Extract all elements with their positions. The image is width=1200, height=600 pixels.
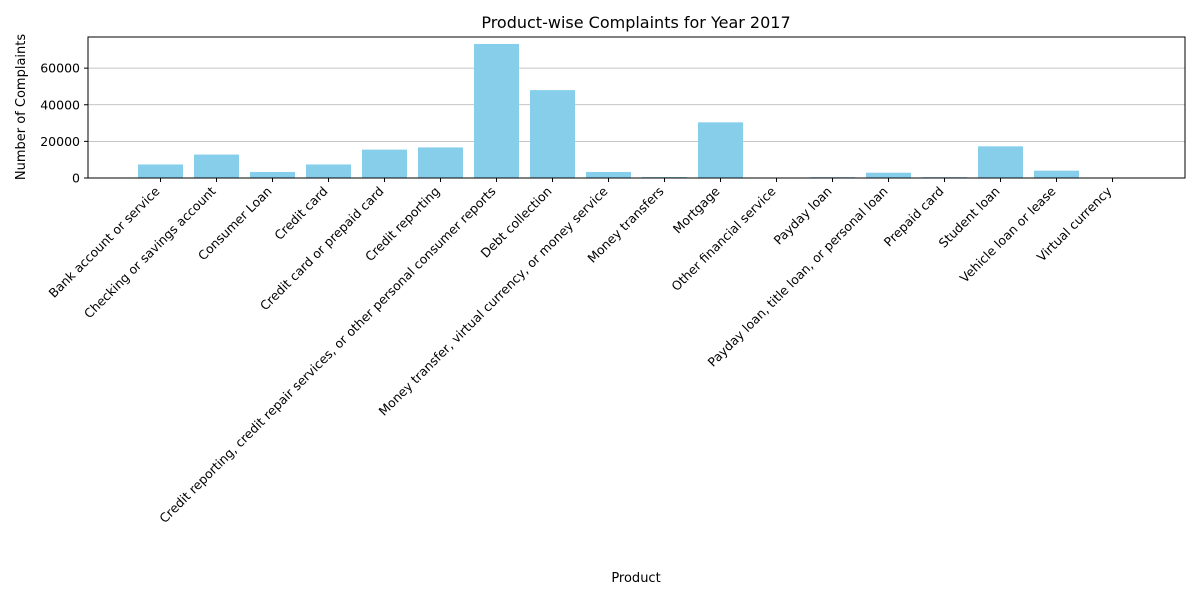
y-tick-label: 40000: [40, 97, 80, 112]
bar: [306, 164, 351, 178]
x-tick-label: Other financial service: [668, 183, 779, 294]
y-axis: 0 20000 40000 60000: [40, 61, 88, 186]
chart-title: Product-wise Complaints for Year 2017: [481, 13, 790, 32]
bar: [866, 172, 911, 178]
y-tick-label: 60000: [40, 61, 80, 76]
bar: [250, 171, 295, 178]
bar: [586, 171, 631, 178]
x-tick-label: Vehicle loan or lease: [957, 183, 1059, 285]
plot-frame: [87, 36, 1186, 179]
bar: [1034, 170, 1079, 178]
x-axis-label: Product: [611, 571, 660, 586]
bar: [978, 146, 1023, 178]
y-tick-label: 20000: [40, 134, 80, 149]
grid-lines: [88, 67, 1185, 142]
x-tick-label: Bank account or service: [45, 183, 162, 300]
y-axis-label: Number of Complaints: [14, 34, 29, 180]
bar: [194, 154, 239, 178]
x-tick-label: Mortgage: [670, 183, 723, 236]
bar: [474, 43, 519, 179]
x-tick-label: Credit card: [271, 184, 330, 243]
bar: [418, 147, 463, 178]
bar: [138, 164, 183, 178]
bar: [362, 149, 407, 178]
bars: [138, 43, 1135, 179]
bar: [698, 122, 743, 178]
bar: [530, 90, 575, 178]
y-tick-label: 0: [72, 171, 80, 186]
